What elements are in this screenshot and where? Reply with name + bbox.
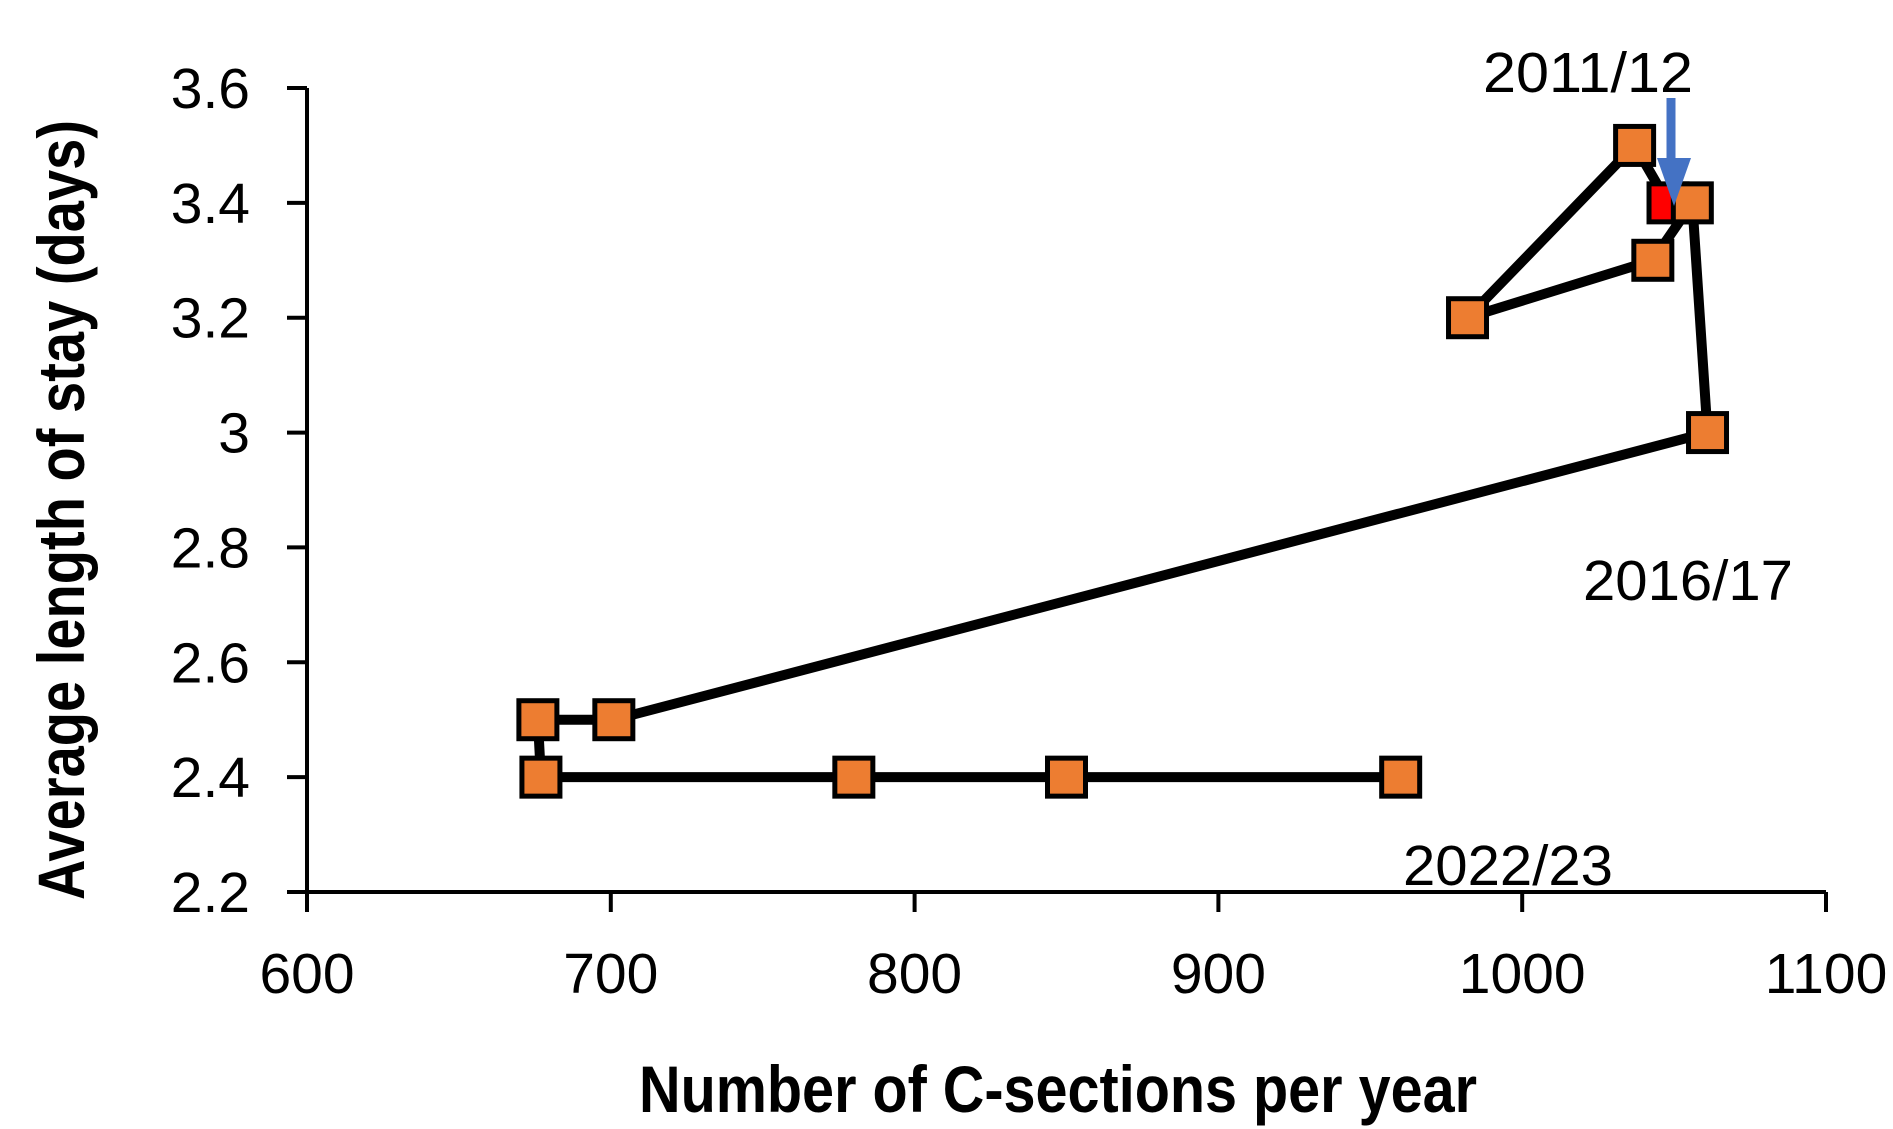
data-point-marker [1446, 296, 1490, 340]
y-tick-label: 2.2 [171, 861, 250, 925]
x-tick-label: 700 [563, 942, 658, 1006]
data-point-marker [592, 698, 636, 742]
data-point-marker [1631, 238, 1675, 282]
data-point-marker [516, 698, 560, 742]
annotation-arrow-icon [1657, 98, 1691, 206]
y-tick-label: 2.4 [171, 746, 250, 810]
data-point-marker [1613, 123, 1657, 167]
data-point-marker [1045, 755, 1088, 799]
data-point-marker [1686, 411, 1730, 455]
y-tick-label: 3.4 [171, 172, 250, 236]
data-point-marker [519, 755, 563, 799]
data-point-marker [832, 755, 876, 799]
data-point-marker [1379, 755, 1423, 799]
y-tick-label: 3.6 [171, 57, 250, 121]
data-series-layer [516, 123, 1730, 799]
x-tick-label: 1000 [1459, 942, 1586, 1006]
x-tick-label: 800 [867, 942, 962, 1006]
x-tick-label: 1100 [1765, 942, 1888, 1006]
year-annotation: 2016/17 [1583, 549, 1793, 613]
y-tick-label: 3 [218, 402, 250, 466]
y-tick-label: 2.6 [171, 631, 250, 695]
y-tick-label: 2.8 [171, 516, 250, 580]
year-annotation: 2022/23 [1403, 834, 1613, 898]
y-axis-title: Average length of stay (days) [24, 120, 98, 900]
y-tick-label: 3.2 [171, 287, 250, 351]
annotation-layer: 2011/12 2016/17 2022/23 [1403, 41, 1793, 898]
series-line [532, 137, 1713, 783]
year-annotation: 2011/12 [1483, 41, 1693, 105]
axes-layer: 2.2 2.4 2.6 2.8 3 3.2 3.4 3.6 600 700 800 900 1000 11… [171, 57, 1888, 1006]
x-tick-label: 900 [1171, 942, 1266, 1006]
x-tick-label: 600 [259, 942, 354, 1006]
x-axis-title: Number of C-sections per year [639, 1052, 1477, 1126]
